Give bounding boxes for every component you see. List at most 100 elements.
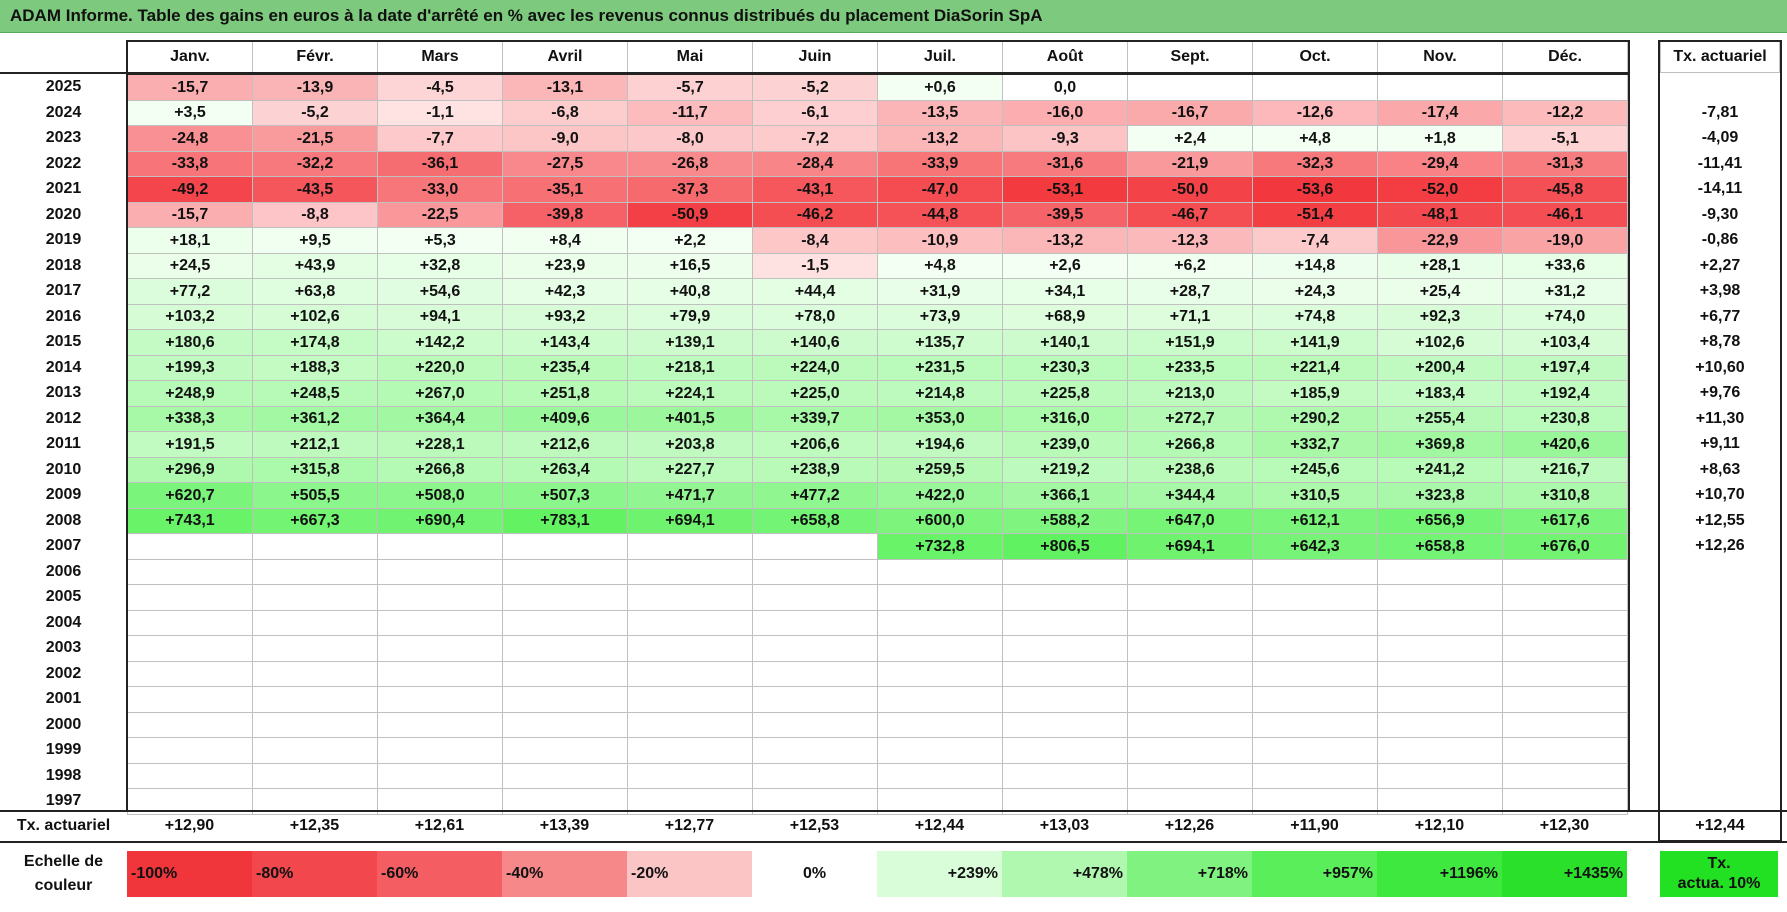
table-cell — [1127, 635, 1253, 662]
table-cell — [627, 584, 753, 611]
table-cell: +658,8 — [1377, 533, 1503, 560]
table-cell: +5,3 — [377, 227, 503, 254]
table-cell: +783,1 — [502, 508, 628, 534]
table-cell: -33,9 — [877, 151, 1003, 177]
table-cell — [252, 584, 378, 611]
table-cell — [627, 661, 753, 687]
annual-rate-cell — [1660, 584, 1780, 610]
year-label: 2012 — [45, 409, 82, 427]
annual-rate-cell: +9,76 — [1699, 384, 1741, 401]
table-cell: +235,4 — [502, 355, 628, 381]
table-cell — [1252, 712, 1378, 738]
table-cell: 0,0 — [1002, 74, 1128, 101]
table-cell: +658,8 — [752, 508, 878, 534]
color-scale-swatch: -100% — [127, 851, 252, 897]
table-cell — [1127, 661, 1253, 687]
annual-rate-cell — [1660, 763, 1780, 788]
table-cell: +2,2 — [627, 227, 753, 254]
table-cell: +103,2 — [127, 304, 253, 330]
table-cell: -35,1 — [502, 176, 628, 203]
annual-rate-cell: -7,81 — [1701, 103, 1739, 121]
table-cell: +233,5 — [1127, 355, 1253, 381]
table-cell: +140,1 — [1002, 329, 1128, 356]
table-cell — [127, 584, 253, 611]
table-cell: -45,8 — [1502, 176, 1628, 203]
table-cell: -43,5 — [252, 176, 378, 203]
table-cell: -7,4 — [1252, 227, 1378, 254]
month-header: Févr. — [252, 41, 378, 73]
color-scale-swatch: -80% — [252, 851, 377, 897]
table-cell: -31,3 — [1502, 151, 1628, 177]
footer-label: Tx. actuariel — [16, 817, 111, 834]
table-cell — [502, 584, 628, 611]
table-cell — [1002, 610, 1128, 636]
year-label: 2002 — [45, 664, 82, 682]
table-cell: +676,0 — [1502, 533, 1628, 560]
year-label: 1997 — [45, 792, 82, 809]
table-cell: +44,4 — [752, 278, 878, 305]
color-scale-swatch: 0% — [752, 851, 877, 897]
table-cell: -50,9 — [627, 202, 753, 228]
table-cell: -32,3 — [1252, 151, 1378, 177]
table-cell — [1252, 737, 1378, 764]
annual-rate-header: Tx. actuariel — [1660, 41, 1780, 73]
footer-rate-cell: +12,30 — [1539, 817, 1590, 834]
table-cell: -33,0 — [377, 176, 503, 203]
table-cell: +296,9 — [127, 457, 253, 483]
table-cell: -26,8 — [627, 151, 753, 177]
table-cell — [752, 559, 878, 585]
footer-rate-cell: +11,90 — [1290, 817, 1339, 834]
year-label: 2001 — [45, 690, 82, 707]
table-cell — [1377, 584, 1503, 611]
table-cell: +310,5 — [1252, 482, 1378, 509]
table-cell: +216,7 — [1502, 457, 1628, 483]
table-cell: +221,4 — [1252, 355, 1378, 381]
table-cell: +212,1 — [252, 431, 378, 458]
table-cell: +25,4 — [1377, 278, 1503, 305]
table-cell — [127, 737, 253, 764]
table-cell: +272,7 — [1127, 406, 1253, 432]
table-cell: +263,4 — [502, 457, 628, 483]
table-cell: +248,5 — [252, 380, 378, 407]
table-cell: +255,4 — [1377, 406, 1503, 432]
table-cell: +141,9 — [1252, 329, 1378, 356]
color-scale-label-line1: Echelle de — [23, 853, 104, 870]
year-label: 2013 — [45, 384, 82, 401]
table-cell — [127, 635, 253, 662]
table-cell — [627, 635, 753, 662]
table-cell — [1127, 584, 1253, 611]
table-cell — [752, 763, 878, 789]
year-label: 2019 — [45, 231, 82, 248]
table-cell — [1377, 712, 1503, 738]
annual-scale-swatch: Tx. actua. 10% — [1660, 851, 1778, 897]
table-cell: +338,3 — [127, 406, 253, 432]
table-cell — [877, 661, 1003, 687]
table-cell — [252, 533, 378, 560]
table-cell — [377, 635, 503, 662]
table-cell: +477,2 — [752, 482, 878, 509]
footer-rate-cell: +12,53 — [789, 817, 840, 834]
table-cell: +588,2 — [1002, 508, 1128, 534]
table-cell — [1502, 610, 1628, 636]
table-cell — [502, 559, 628, 585]
table-cell: +94,1 — [377, 304, 503, 330]
table-cell: -32,2 — [252, 151, 378, 177]
table-cell — [752, 533, 878, 560]
table-cell: -8,0 — [627, 125, 753, 152]
annual-rate-cell — [1660, 635, 1780, 661]
table-cell — [252, 712, 378, 738]
table-cell: +143,4 — [502, 329, 628, 356]
table-cell — [752, 661, 878, 687]
table-cell: -7,2 — [752, 125, 878, 152]
annual-rate-cell — [1660, 610, 1780, 635]
table-cell: +42,3 — [502, 278, 628, 305]
table-cell: +212,6 — [502, 431, 628, 458]
table-cell: +266,8 — [1127, 431, 1253, 458]
table-cell: -12,3 — [1127, 227, 1253, 254]
table-cell: +617,6 — [1502, 508, 1628, 534]
annual-rate-cell: +3,98 — [1699, 282, 1741, 299]
table-cell: +248,9 — [127, 380, 253, 407]
table-cell: +225,8 — [1002, 380, 1128, 407]
table-cell: +310,8 — [1502, 482, 1628, 509]
table-cell — [1127, 74, 1253, 101]
